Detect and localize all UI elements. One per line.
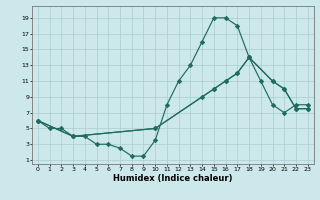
X-axis label: Humidex (Indice chaleur): Humidex (Indice chaleur) (113, 174, 233, 183)
